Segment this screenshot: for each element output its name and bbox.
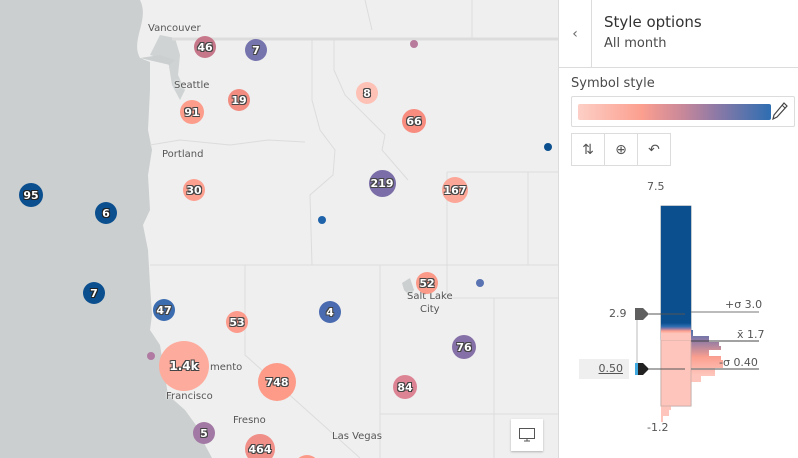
cluster-marker[interactable]: 66 [402,109,426,133]
reset-button[interactable]: ↶ [637,133,671,166]
color-ramp-picker[interactable] [571,96,795,127]
cluster-marker[interactable]: 748 [258,363,296,401]
earthquake-point[interactable] [147,352,155,360]
histogram-slider[interactable]: 7.5 [559,170,798,458]
cluster-marker[interactable]: 6 [95,202,117,224]
city-label: Las Vegas [332,431,382,442]
panel-subtitle: All month [604,36,667,51]
zoom-histogram-button[interactable]: ⊕ [604,133,638,166]
panel-header: ‹ Style options All month [559,0,798,68]
cluster-marker[interactable]: 53 [226,311,248,333]
cluster-marker[interactable]: 30 [183,179,205,201]
cluster-marker[interactable]: 7 [245,39,267,61]
swap-vertical-icon: ⇅ [582,141,594,158]
city-label: Salt Lake [407,291,453,302]
pencil-icon[interactable] [772,102,788,120]
cluster-marker[interactable]: 84 [393,375,417,399]
cluster-marker[interactable]: 1.4k [159,341,209,391]
mean-label: x̄ 1.7 [737,328,765,341]
cluster-marker[interactable]: 46 [194,36,216,58]
histogram-chart [635,205,759,422]
earthquake-point[interactable] [476,279,484,287]
zoom-in-icon: ⊕ [615,141,627,158]
undo-icon: ↶ [648,141,660,158]
color-ramp [578,104,771,120]
minus-sigma-label: -σ 0.40 [719,356,758,369]
monitor-icon [519,428,535,442]
lower-handle-input[interactable]: 0.50 [579,359,629,379]
cluster-marker[interactable]: 95 [19,183,43,207]
city-label: Fresno [233,415,266,426]
basemap [0,0,558,458]
city-label: Francisco [166,391,213,402]
cluster-marker[interactable]: 4 [319,301,341,323]
city-label: City [420,304,440,315]
map-view[interactable]: Vancouver Seattle Portland Salt Lake City men… [0,0,558,458]
cluster-marker[interactable]: 464 [245,434,275,458]
fullscreen-button[interactable] [511,419,543,451]
plus-sigma-label: +σ 3.0 [725,298,763,311]
cluster-marker[interactable]: 7 [83,282,105,304]
city-label: Portland [162,149,204,160]
histogram-min-label: -1.2 [647,421,669,434]
cluster-marker[interactable] [294,455,320,458]
histogram-max-label: 7.5 [647,180,665,193]
cluster-marker[interactable]: 76 [452,335,476,359]
upper-handle-value: 2.9 [609,307,627,320]
cluster-marker[interactable]: 167 [442,177,468,203]
symbol-style-label: Symbol style [571,76,655,91]
invert-ramp-button[interactable]: ⇅ [571,133,605,166]
earthquake-point[interactable] [544,143,552,151]
earthquake-point[interactable] [410,40,418,48]
chevron-left-icon: ‹ [572,26,578,42]
cluster-marker[interactable]: 8 [356,82,378,104]
panel-title: Style options [604,13,702,31]
cluster-marker[interactable]: 52 [416,272,438,294]
cluster-marker[interactable]: 91 [180,100,204,124]
city-label: mento [210,362,243,373]
cluster-marker[interactable]: 47 [153,299,175,321]
earthquake-point[interactable] [318,216,326,224]
city-label: Seattle [174,80,210,91]
style-options-panel: ‹ Style options All month Symbol style ⇅… [558,0,798,458]
cluster-marker[interactable]: 19 [228,89,250,111]
city-label: Vancouver [148,23,201,34]
cluster-marker[interactable]: 219 [368,169,396,197]
cluster-marker[interactable]: 5 [193,422,215,444]
back-button[interactable]: ‹ [559,0,592,68]
